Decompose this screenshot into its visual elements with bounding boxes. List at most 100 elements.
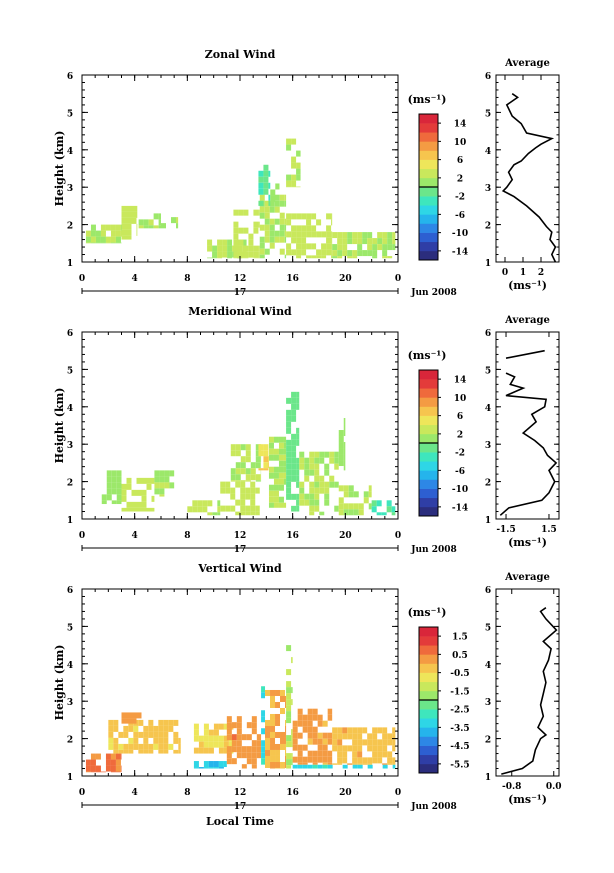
colorbar-segment [419, 433, 438, 444]
heatmap-cell [255, 450, 261, 457]
heatmap-cell [312, 732, 318, 739]
heatmap-cell [158, 737, 164, 744]
colorbar-tick-label: -10 [452, 229, 468, 239]
heatmap-cell [347, 763, 353, 765]
heatmap-cell [377, 757, 383, 764]
heatmap-cell [314, 505, 320, 512]
y-axis-label: Height (km) [53, 645, 66, 721]
heatmap-cell [233, 227, 239, 234]
heatmap-cell [268, 436, 274, 443]
heatmap-cell [278, 502, 284, 508]
heatmap-cell [121, 205, 127, 212]
y-axis-label: Height (km) [53, 388, 66, 464]
heatmap-cell [367, 757, 373, 764]
heatmap-cell [316, 255, 322, 259]
heatmap-cell [263, 182, 269, 189]
heatmap-cell [324, 499, 330, 506]
colorbar-tick-label: 2 [457, 430, 463, 440]
profile-y-tick-label: 1 [485, 259, 491, 269]
heatmap-cell [228, 741, 234, 748]
y-tick-label: 4 [67, 661, 73, 671]
heatmap-cell [203, 741, 209, 748]
heatmap-cell [279, 248, 285, 255]
heatmap-cell [291, 463, 297, 470]
heatmap-cell [273, 502, 279, 508]
heatmap-cell [265, 761, 271, 768]
heatmap-cell [111, 500, 117, 505]
heatmap-cell [121, 229, 127, 236]
heatmap-cell [264, 230, 270, 237]
heatmap-region [187, 500, 221, 516]
heatmap-cell [304, 499, 310, 506]
heatmap-cell [291, 397, 297, 404]
heatmap-cell [258, 245, 260, 252]
heatmap-cell [259, 194, 265, 201]
heatmap-cell [143, 737, 149, 744]
heatmap-cell [319, 487, 325, 494]
heatmap-cell [115, 242, 121, 244]
heatmap-cell [304, 475, 310, 482]
heatmap-cell [307, 720, 313, 727]
heatmap-cell [307, 750, 313, 757]
heatmap-region [338, 485, 372, 516]
heatmap-cell [269, 200, 275, 207]
heatmap-cell [283, 472, 287, 479]
heatmap-cell [377, 244, 383, 251]
heatmap-cell [329, 481, 335, 488]
heatmap-cell [286, 753, 292, 760]
heatmap-cell [297, 764, 303, 769]
heatmap-cell [233, 257, 239, 259]
heatmap-cell [319, 475, 325, 482]
heatmap-region [138, 213, 161, 229]
heatmap-cell [392, 244, 396, 251]
colorbar-tick-label: -2 [455, 449, 465, 459]
heatmap-cell [314, 469, 320, 476]
heatmap-cell [275, 183, 280, 190]
heatmap-cell [238, 251, 244, 258]
heatmap-cell [95, 765, 101, 772]
heatmap-cell [297, 744, 303, 751]
colorbar-unit: (ms⁻¹) [408, 606, 447, 619]
heatmap-cell [297, 750, 303, 757]
heatmap-cell [299, 481, 305, 488]
colorbar-segment [419, 187, 438, 197]
heatmap-cell [273, 436, 279, 443]
heatmap-cell [367, 745, 373, 752]
heatmap-cell [235, 480, 241, 482]
colorbar-segment [419, 241, 438, 252]
heatmap-cell [115, 771, 121, 773]
heatmap-cell [101, 500, 107, 505]
heatmap-cell [283, 436, 287, 443]
heatmap-cell [342, 757, 348, 764]
heatmap-cell [367, 232, 373, 239]
heatmap-cell [259, 206, 265, 213]
heatmap-cell [251, 728, 257, 735]
heatmap-cell [347, 733, 353, 740]
heatmap-cell [268, 442, 274, 449]
heatmap-cell [236, 746, 242, 753]
heatmap-cell [245, 450, 251, 457]
heatmap-cell [337, 763, 343, 765]
heatmap-cell [251, 752, 257, 759]
heatmap-cell [90, 236, 96, 243]
heatmap-cell [203, 747, 209, 754]
heatmap-cell [352, 250, 358, 257]
heatmap-cell [347, 232, 353, 239]
heatmap-cell [291, 409, 297, 416]
heatmap-cell [334, 457, 339, 464]
heatmap-cell [240, 456, 246, 463]
heatmap-cell [193, 747, 199, 754]
heatmap-cell [371, 500, 377, 507]
heatmap-cell [115, 753, 121, 760]
heatmap-cell [256, 740, 262, 747]
heatmap-cell [283, 442, 287, 449]
heatmap-cell [250, 493, 256, 500]
heatmap-cell [329, 451, 335, 458]
heatmap-region [233, 209, 260, 259]
heatmap-cell [322, 756, 328, 763]
colorbar-segment [419, 745, 438, 756]
heatmap-cell [285, 755, 287, 762]
heatmap-cell [278, 472, 284, 479]
heatmap-cell [329, 457, 335, 464]
